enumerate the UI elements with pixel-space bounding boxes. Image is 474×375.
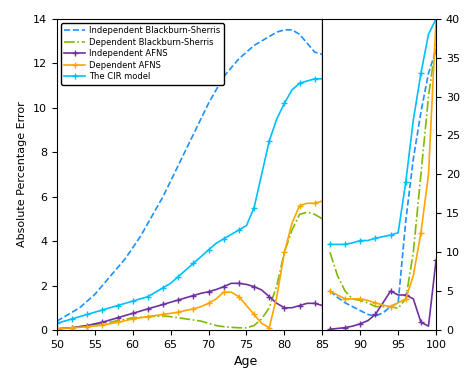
Text: Age: Age: [234, 354, 259, 368]
Legend: Independent Blackburn-Sherris, Dependent Blackburn-Sherris, Independent AFNS, De: Independent Blackburn-Sherris, Dependent…: [61, 23, 224, 85]
Y-axis label: Absolute Percentage Error: Absolute Percentage Error: [18, 102, 27, 247]
